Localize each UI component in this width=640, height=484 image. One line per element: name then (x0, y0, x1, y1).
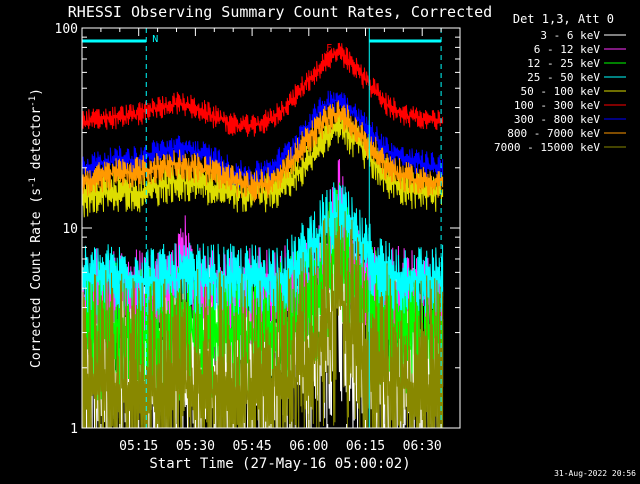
series-line (81, 100, 444, 203)
y-tick-label: 100 (55, 22, 78, 37)
y-axis-label-sup: -1 (28, 96, 38, 107)
x-tick-label: 05:45 (233, 439, 272, 454)
chart-title: RHESSI Observing Summary Count Rates, Co… (68, 3, 492, 21)
legend-label: 100 - 300 keV (514, 99, 600, 112)
y-axis-label-part: ) (29, 88, 44, 96)
y-axis-label-sup: -1 (28, 177, 38, 188)
y-tick-label: 1 (70, 422, 78, 437)
y-tick-label: 10 (62, 222, 78, 237)
series-line (81, 42, 444, 137)
legend-label: 25 - 50 keV (527, 71, 600, 84)
x-axis-label: Start Time (27-May-16 05:00:02) (149, 456, 410, 472)
plot-area: NF (81, 28, 444, 429)
legend-label: 6 - 12 keV (534, 43, 601, 56)
x-tick-label: 06:30 (403, 439, 442, 454)
series-line (81, 200, 444, 429)
legend-label: 3 - 6 keV (540, 29, 600, 42)
legend-label: 50 - 100 keV (521, 85, 601, 98)
flag-marker-label: F (326, 43, 332, 54)
footer-date: 31-Aug-2022 20:56 (554, 469, 636, 478)
x-tick-label: 06:00 (289, 439, 328, 454)
legend-title: Det 1,3, Att 0 (513, 12, 614, 26)
flag-marker-label: N (152, 34, 158, 45)
legend-label: 7000 - 15000 keV (494, 141, 600, 154)
legend-label: 300 - 800 keV (514, 113, 600, 126)
y-axis-label-part: Corrected Count Rate (s (29, 188, 44, 368)
legend-label: 12 - 25 keV (527, 57, 600, 70)
y-axis-label-part: detector (29, 107, 44, 178)
x-tick-label: 05:15 (119, 439, 158, 454)
x-tick-label: 05:30 (176, 439, 215, 454)
x-tick-label: 06:15 (346, 439, 385, 454)
axes: 1 10 100 05:15 05:30 05:45 06:00 06:15 06:30 (55, 22, 461, 454)
legend-label: 800 - 7000 keV (507, 127, 600, 140)
y-axis-label: Corrected Count Rate (s-1 detector-1) (28, 88, 44, 368)
